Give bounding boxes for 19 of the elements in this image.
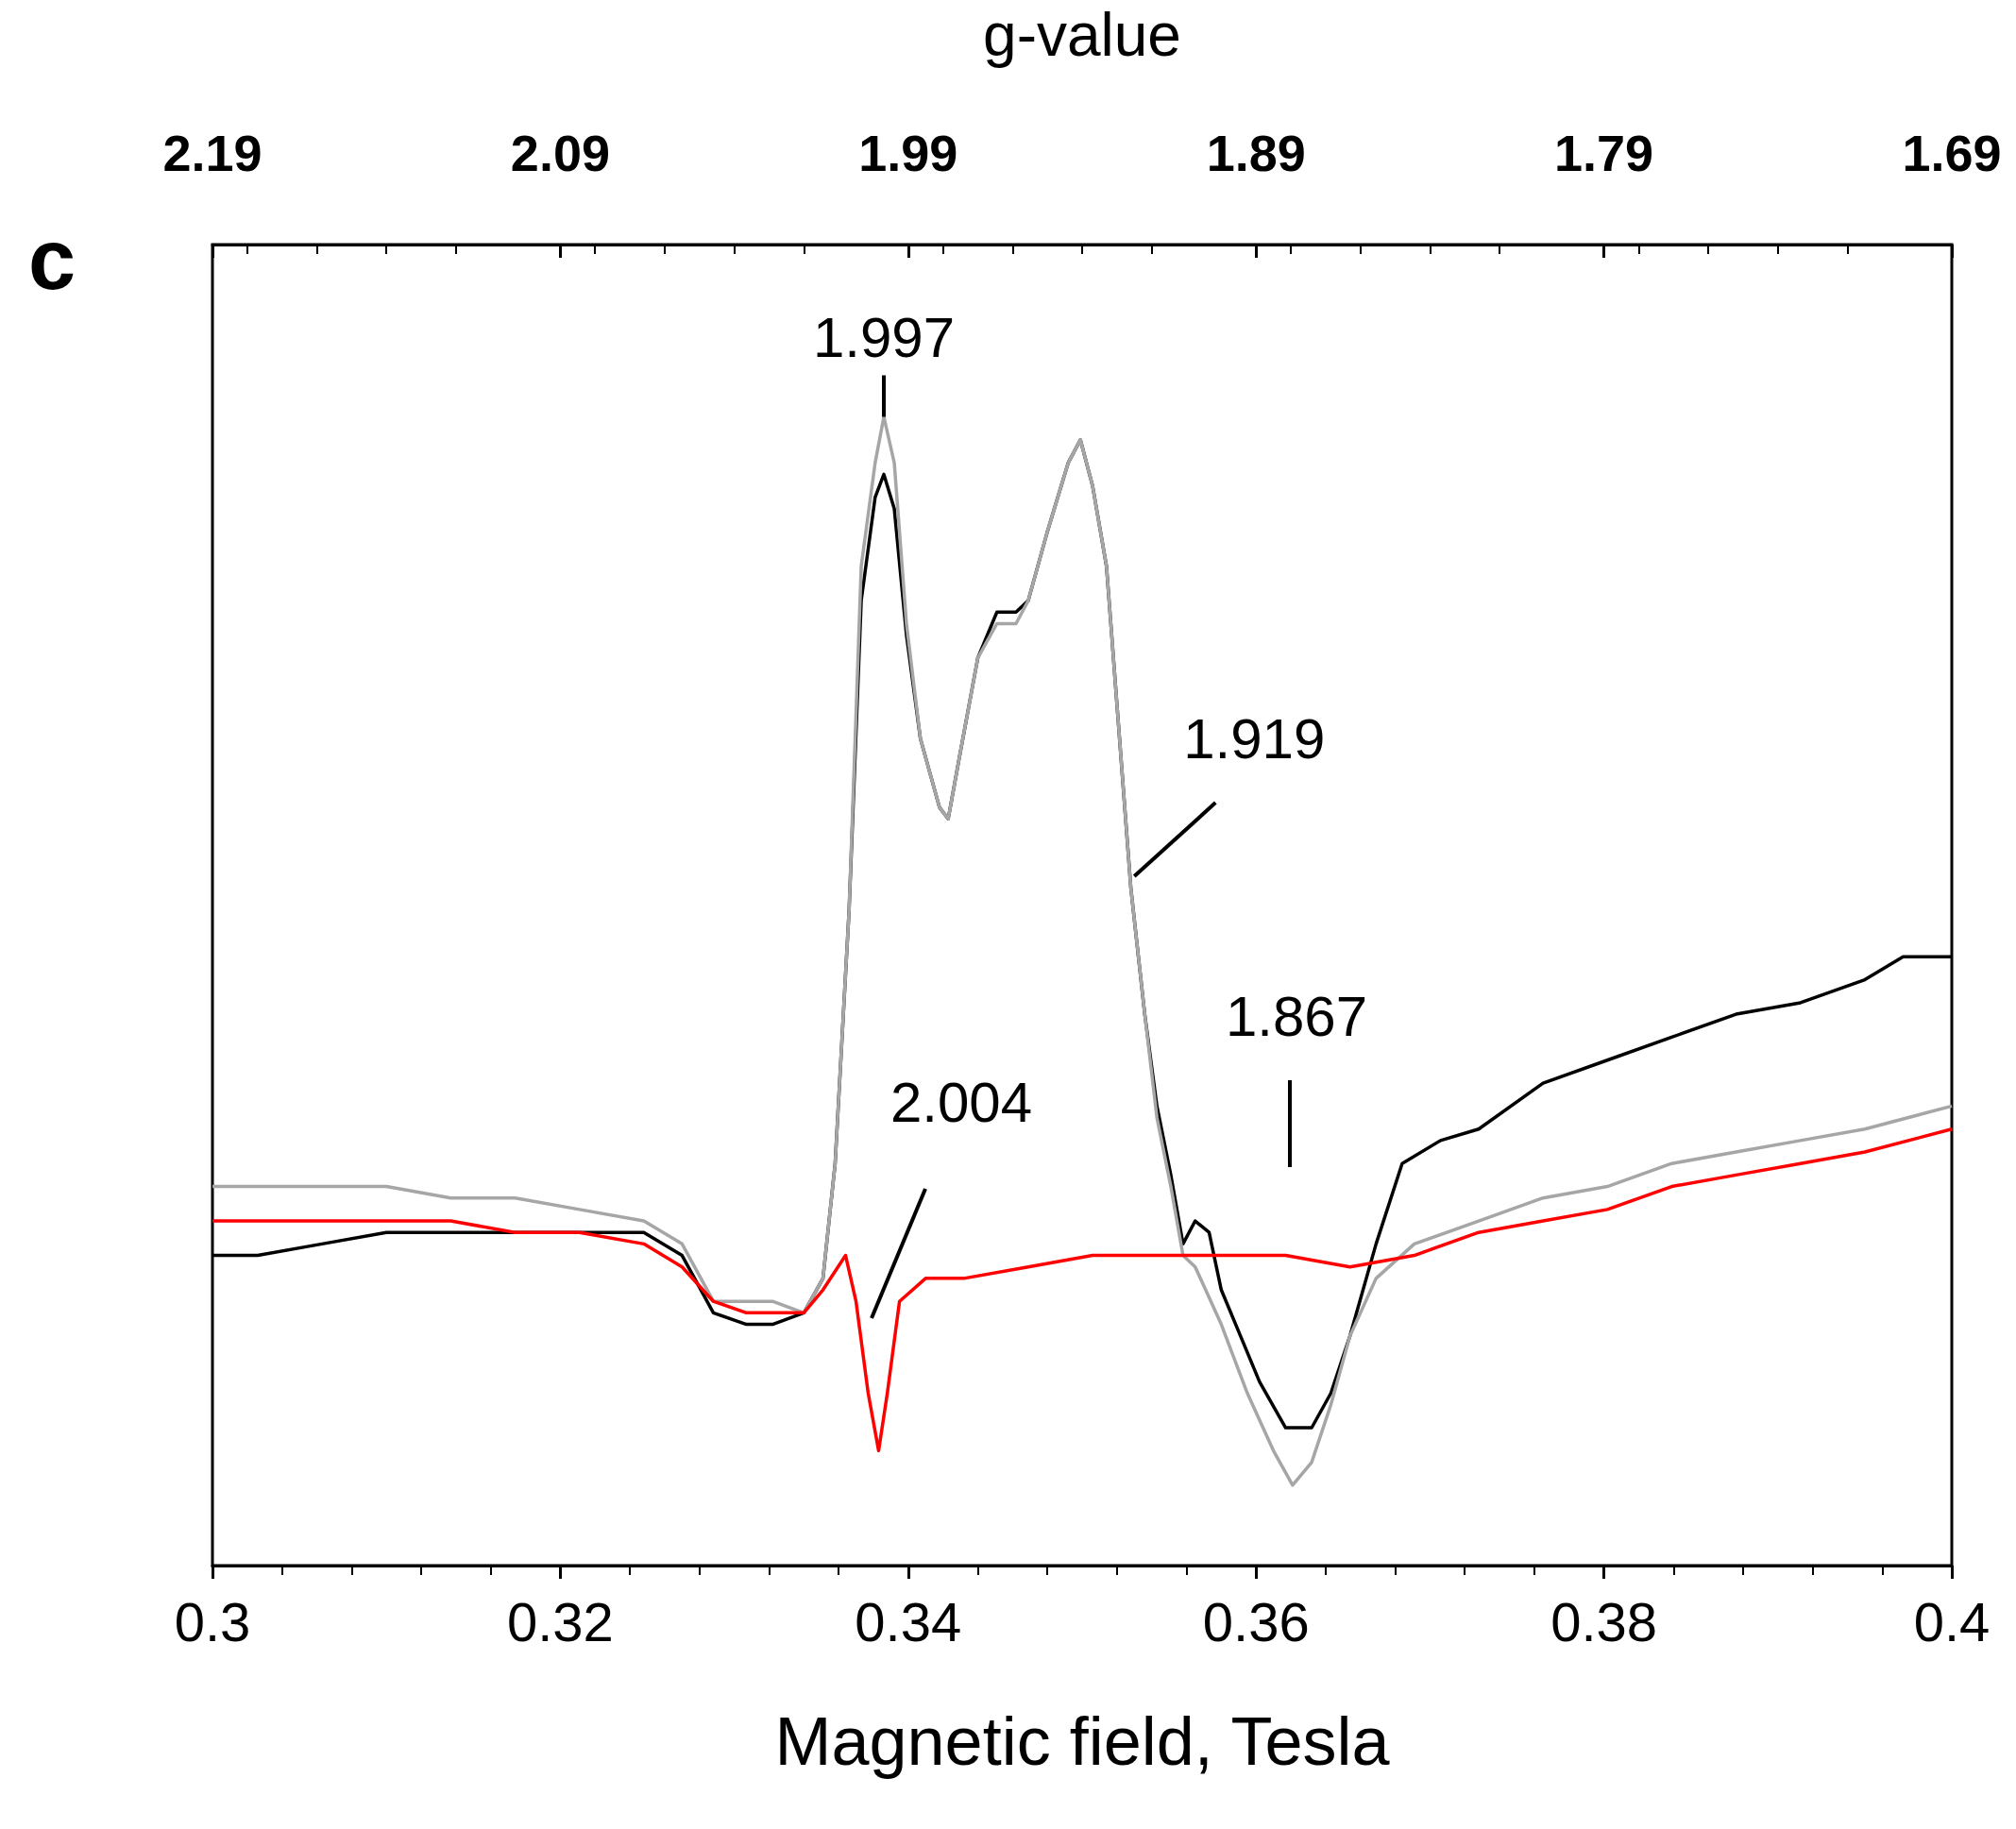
x2-tick-label: 2.09 — [510, 125, 610, 181]
x2-tick-label: 1.79 — [1554, 125, 1654, 181]
x-tick-label: 0.4 — [1913, 1590, 1991, 1652]
x2-axis-title: g-value — [983, 1, 1181, 69]
x-tick-label: 0.34 — [855, 1590, 962, 1652]
x-axis-title: Magnetic field, Tesla — [774, 1703, 1391, 1779]
annotation: 1.867 — [1225, 984, 1368, 1048]
x2-tick-label: 2.19 — [162, 125, 263, 181]
x-tick-label: 0.38 — [1550, 1590, 1658, 1652]
x-tick-label: 0.36 — [1202, 1590, 1310, 1652]
annotation: 1.997 — [812, 305, 956, 369]
chart-title: c — [28, 212, 76, 307]
x2-tick-label: 1.89 — [1206, 125, 1306, 181]
x2-tick-label: 1.99 — [858, 125, 958, 181]
annotation: 1.919 — [1183, 706, 1326, 771]
x-tick-label: 0.32 — [506, 1590, 614, 1652]
x2-tick-label: 1.69 — [1902, 125, 2002, 181]
x-tick-label: 0.3 — [174, 1590, 251, 1652]
annotation: 2.004 — [889, 1070, 1033, 1134]
